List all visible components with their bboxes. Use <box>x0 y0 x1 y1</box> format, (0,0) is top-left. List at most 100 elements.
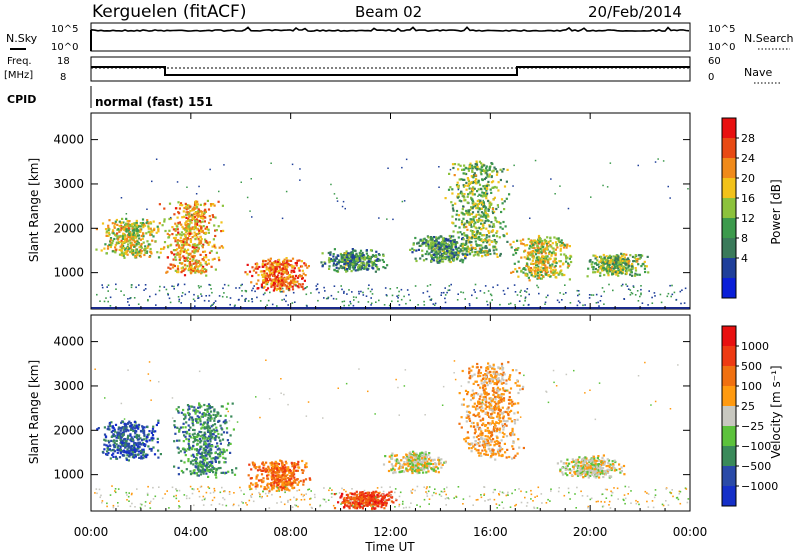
data-cell <box>116 446 119 449</box>
data-cell <box>360 268 363 271</box>
noise-cell <box>167 294 169 296</box>
data-cell <box>409 248 412 251</box>
data-cell <box>142 451 145 454</box>
data-cell <box>301 459 304 463</box>
data-cell <box>545 271 548 274</box>
data-cell <box>183 256 186 260</box>
data-cell <box>522 238 525 241</box>
data-cell <box>147 243 150 246</box>
data-cell <box>110 430 113 434</box>
data-cell <box>625 260 629 263</box>
data-cell <box>188 215 191 218</box>
data-cell <box>120 227 123 230</box>
data-cell <box>347 252 350 255</box>
noise-cell <box>600 295 603 297</box>
data-cell <box>194 244 197 247</box>
data-cell <box>462 172 465 175</box>
data-cell <box>630 268 633 271</box>
data-cell <box>220 451 223 454</box>
data-cell <box>149 243 152 246</box>
data-cell <box>283 258 286 261</box>
data-cell <box>202 250 205 253</box>
data-cell <box>431 245 434 248</box>
data-cell <box>609 268 612 271</box>
data-cell <box>548 250 551 253</box>
noise-cell <box>327 297 329 300</box>
data-cell <box>474 253 477 256</box>
data-cell <box>540 277 543 280</box>
noise-cell <box>279 291 282 293</box>
data-cell <box>193 439 196 442</box>
data-cell <box>195 234 198 237</box>
data-cell <box>116 232 119 235</box>
data-cell <box>203 256 206 259</box>
noise-cell <box>486 300 488 303</box>
data-cell <box>344 266 347 269</box>
data-cell <box>260 283 263 286</box>
data-cell <box>187 269 190 272</box>
data-cell <box>187 243 190 246</box>
data-cell <box>189 272 193 275</box>
data-cell <box>518 266 521 270</box>
data-cell <box>502 220 505 224</box>
noise-cell <box>197 285 200 287</box>
data-cell <box>490 175 493 179</box>
data-cell <box>197 214 200 217</box>
data-cell <box>447 188 451 191</box>
data-cell <box>503 235 506 238</box>
noise-cell <box>271 303 274 306</box>
noise-cell <box>564 284 566 286</box>
data-cell <box>600 266 603 269</box>
speck-cell <box>637 164 639 167</box>
noise-cell <box>579 301 581 304</box>
data-cell <box>503 185 507 188</box>
data-cell <box>123 437 126 441</box>
noise-cell <box>128 304 130 306</box>
data-cell <box>431 257 434 261</box>
data-cell <box>248 484 251 487</box>
data-cell <box>554 254 557 257</box>
data-cell <box>147 227 150 230</box>
data-cell <box>467 236 470 239</box>
data-cell <box>613 261 616 264</box>
data-cell <box>184 426 187 429</box>
data-cell <box>250 468 253 471</box>
data-cell <box>361 267 364 270</box>
noise-cell <box>200 295 203 297</box>
data-cell <box>169 267 172 270</box>
data-cell <box>155 231 158 234</box>
data-cell <box>269 269 273 272</box>
data-cell <box>113 446 116 449</box>
data-cell <box>177 246 181 249</box>
data-cell <box>225 471 228 474</box>
data-cell <box>194 412 197 415</box>
data-cell <box>214 445 217 448</box>
data-cell <box>537 267 540 270</box>
data-cell <box>127 243 130 246</box>
data-cell <box>192 262 195 265</box>
data-cell <box>278 266 281 269</box>
data-cell <box>179 203 182 207</box>
data-cell <box>255 466 258 469</box>
data-cell <box>206 446 209 449</box>
data-cell <box>187 438 190 441</box>
data-cell <box>275 263 278 266</box>
data-cell <box>475 213 478 216</box>
data-cell <box>537 234 541 238</box>
noise-cell <box>245 297 247 300</box>
data-cell <box>433 240 437 243</box>
data-cell <box>277 474 280 477</box>
data-cell <box>103 438 106 441</box>
data-cell <box>152 425 155 428</box>
data-cell <box>276 284 279 287</box>
data-cell <box>412 249 416 252</box>
data-cell <box>546 236 549 239</box>
data-cell <box>599 274 602 277</box>
data-cell <box>144 251 147 254</box>
data-cell <box>354 263 357 266</box>
data-cell <box>293 270 296 273</box>
data-cell <box>554 252 557 255</box>
data-cell <box>554 272 557 275</box>
data-cell <box>180 267 183 270</box>
data-cell <box>192 455 196 458</box>
